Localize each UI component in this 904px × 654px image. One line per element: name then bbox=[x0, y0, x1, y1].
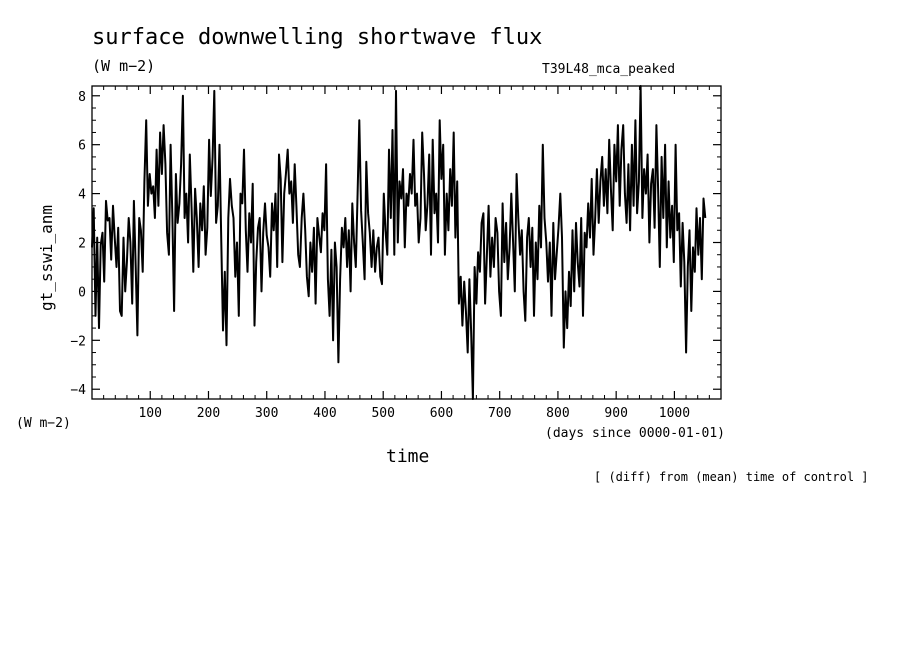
x-axis-unit-label: (days since 0000-01-01) bbox=[545, 426, 726, 441]
y-tick-label: −2 bbox=[70, 334, 86, 349]
x-tick-label: 100 bbox=[138, 406, 161, 421]
y-unit-label: (W m−2) bbox=[16, 416, 71, 431]
x-axis-label: time bbox=[386, 446, 430, 467]
chart-title: surface downwelling shortwave flux bbox=[92, 25, 543, 50]
y-tick-label: 8 bbox=[78, 90, 86, 105]
run-label: T39L48_mca_peaked bbox=[542, 62, 676, 77]
y-tick-label: 2 bbox=[78, 237, 86, 252]
plot-axes: 100 200 300 400 500 600 700 800 900 1000 −4 −2 0 2 4 6 8 bbox=[70, 85, 722, 421]
plot-frame bbox=[91, 85, 722, 400]
y-tick-label: 0 bbox=[78, 285, 86, 300]
y-tick-label: −4 bbox=[70, 383, 86, 398]
title-unit-label: (W m−2) bbox=[92, 57, 156, 75]
x-tick-label: 300 bbox=[255, 406, 278, 421]
x-tick-label: 800 bbox=[546, 406, 569, 421]
x-tick-label: 1000 bbox=[659, 406, 690, 421]
x-tick-label: 200 bbox=[197, 406, 220, 421]
x-tick-label: 700 bbox=[488, 406, 511, 421]
x-tick-label: 400 bbox=[313, 406, 336, 421]
x-tick-label: 600 bbox=[430, 406, 453, 421]
x-tick-label: 500 bbox=[371, 406, 394, 421]
y-tick-label: 6 bbox=[78, 139, 86, 154]
footnote: [ (diff) from (mean) time of control ] bbox=[594, 470, 869, 484]
series-layer bbox=[91, 85, 707, 400]
y-tick-label: 4 bbox=[78, 188, 86, 203]
series-line bbox=[91, 85, 707, 400]
x-tick-label: 900 bbox=[604, 406, 627, 421]
